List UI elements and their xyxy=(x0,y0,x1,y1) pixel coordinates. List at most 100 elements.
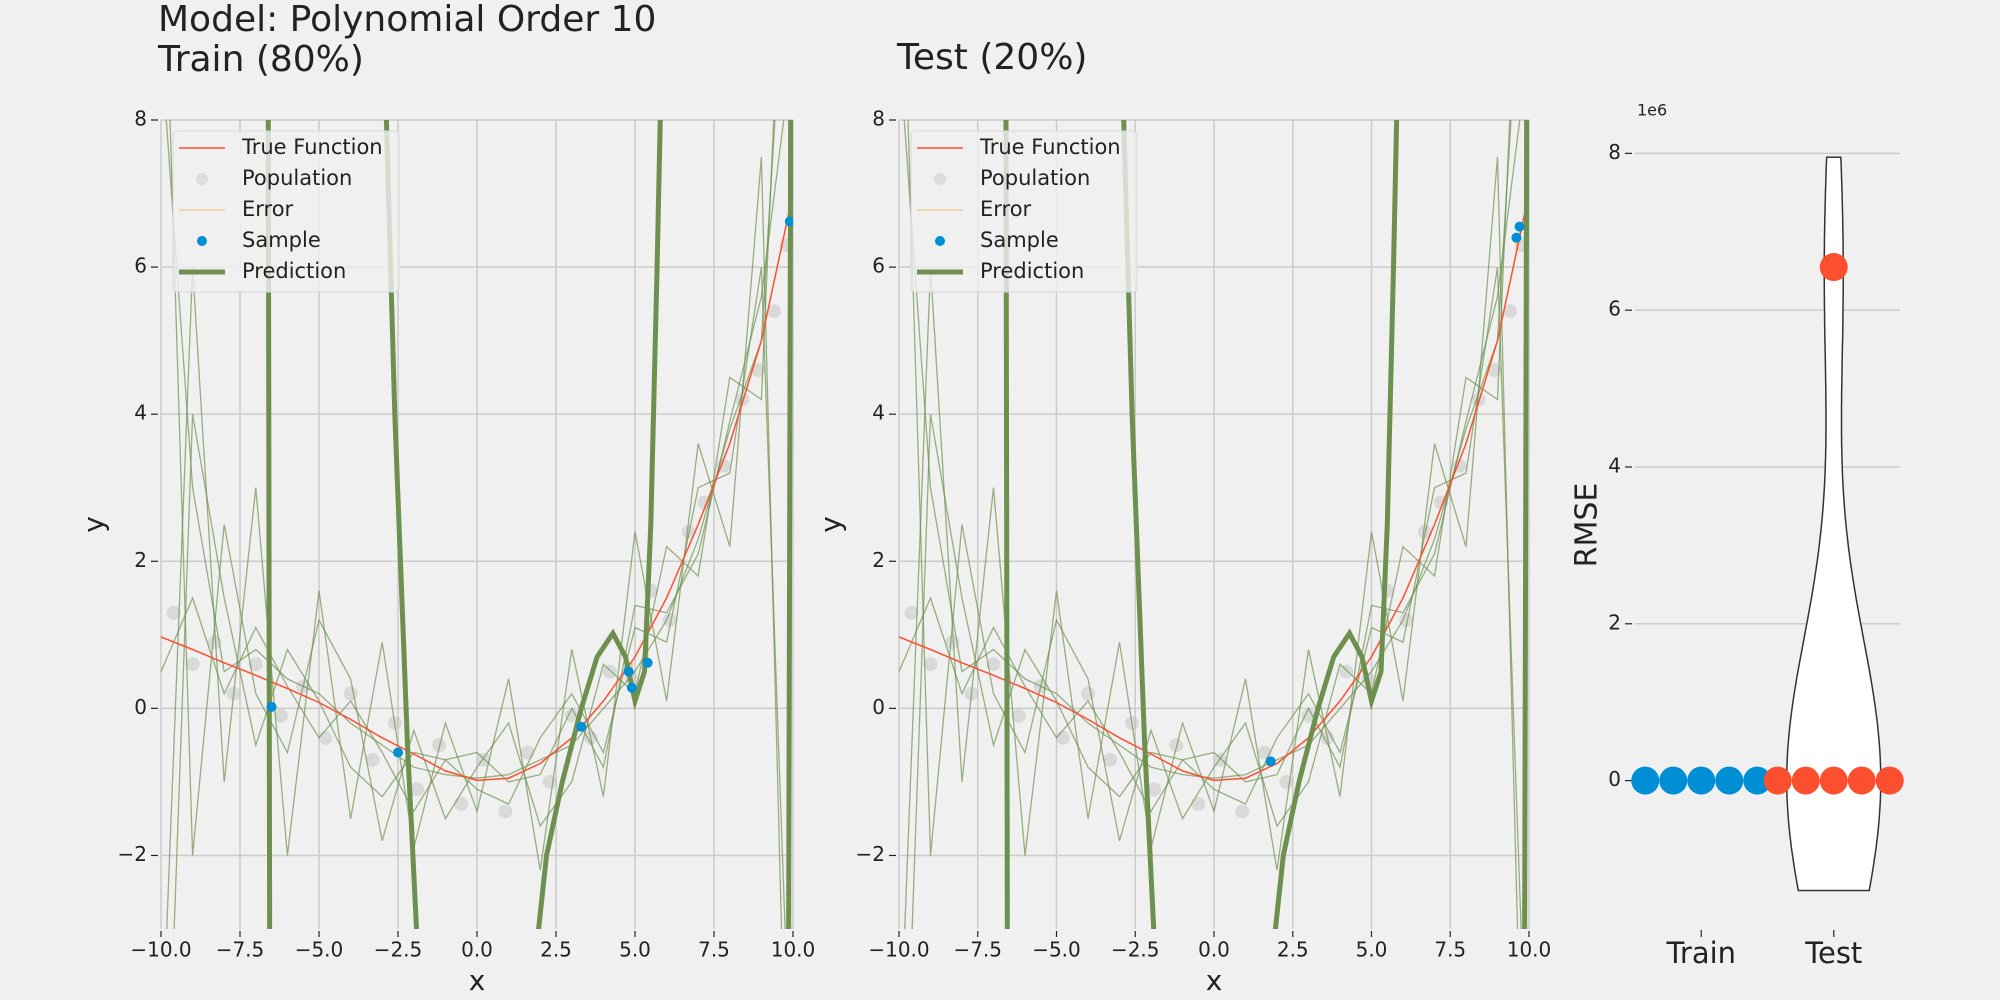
legend-handle xyxy=(197,236,207,246)
y-tick-label: 0 xyxy=(134,695,147,719)
x-tick-label: −7.5 xyxy=(216,938,265,962)
legend-label: Population xyxy=(980,166,1090,190)
legend: True Function Population Error Sample Predic… xyxy=(172,130,400,293)
population-point xyxy=(498,804,513,819)
panel: −10.0 −7.5 −5.0 −2.5 0.0 2.5 5.0 7.5 10.0 −2 0 2 4 6 8… xyxy=(77,107,816,998)
population-point xyxy=(767,304,782,319)
population-point xyxy=(1011,708,1026,723)
legend-handle xyxy=(196,173,208,185)
population-point xyxy=(986,657,1001,672)
population-point xyxy=(1301,708,1316,723)
x-tick-label: −10.0 xyxy=(130,938,191,962)
y-tick-label: 2 xyxy=(872,548,885,572)
legend-label: Prediction xyxy=(980,259,1084,283)
legend-label: Error xyxy=(980,197,1032,221)
population-point xyxy=(1503,304,1518,319)
legend-handle xyxy=(934,173,946,185)
true-function-line xyxy=(899,193,1529,782)
population-point xyxy=(454,796,469,811)
y-tick-label: 4 xyxy=(134,401,147,425)
x-tick-label: Test xyxy=(1804,936,1862,970)
legend-label: Population xyxy=(242,166,352,190)
population-point xyxy=(185,657,200,672)
rmse-point xyxy=(1687,766,1716,795)
panel: 0 2 4 6 8 1e6 RMSE Train Test xyxy=(1570,101,1904,970)
x-tick-label: −7.5 xyxy=(953,938,1002,962)
legend-handle xyxy=(935,236,945,246)
population-point xyxy=(542,774,557,789)
x-tick-label: −5.0 xyxy=(1032,938,1081,962)
population-point xyxy=(904,605,919,620)
fit-line xyxy=(166,156,783,929)
population-point xyxy=(602,664,617,679)
chart-title: Model: Polynomial Order 10 Train (80%) xyxy=(158,0,657,80)
sample-point xyxy=(576,721,587,732)
rmse-point xyxy=(1631,766,1660,795)
y-tick-label: 8 xyxy=(872,107,885,131)
rmse-point xyxy=(1819,253,1848,282)
y-axis-label: y xyxy=(77,516,110,533)
fit-line xyxy=(907,120,1511,856)
legend-box xyxy=(172,130,400,293)
x-tick-label: 7.5 xyxy=(1434,938,1466,962)
offset-label: 1e6 xyxy=(1637,101,1667,120)
y-tick-label: 8 xyxy=(134,107,147,131)
population-point xyxy=(923,657,938,672)
population-point xyxy=(1399,613,1414,628)
population-point xyxy=(564,708,579,723)
x-tick-label: 5.0 xyxy=(619,938,651,962)
sample-point xyxy=(1511,232,1522,243)
population-point xyxy=(432,738,447,753)
rmse-point xyxy=(1659,766,1688,795)
rmse-point xyxy=(1763,766,1792,795)
chart-title: Test (20%) xyxy=(897,37,1088,78)
y-tick-label: 2 xyxy=(134,548,147,572)
legend-label: Prediction xyxy=(242,259,346,283)
rmse-point xyxy=(1791,766,1820,795)
x-tick-label: 10.0 xyxy=(771,938,816,962)
y-axis-label: RMSE xyxy=(1570,483,1605,568)
fit-line xyxy=(904,156,1519,929)
fit-line xyxy=(899,120,1521,813)
x-tick-label: 0.0 xyxy=(1198,938,1230,962)
sample-point xyxy=(642,657,653,668)
population-point xyxy=(274,708,289,723)
legend-label: True Function xyxy=(241,135,383,159)
population-point xyxy=(343,686,358,701)
y-tick-label: 2 xyxy=(1608,610,1621,634)
rmse-point xyxy=(1743,766,1772,795)
y-tick-label: 8 xyxy=(1608,140,1621,164)
fit-line xyxy=(169,120,775,856)
legend-label: Sample xyxy=(980,228,1059,252)
population-point xyxy=(1169,738,1184,753)
rmse-point xyxy=(1875,766,1904,795)
prediction-line xyxy=(1003,120,1529,929)
prediction-line xyxy=(265,120,793,929)
population-point xyxy=(662,613,677,628)
rmse-point xyxy=(1715,766,1744,795)
population-point xyxy=(1279,774,1294,789)
population-point xyxy=(166,605,181,620)
y-tick-label: 0 xyxy=(1608,767,1621,791)
x-tick-label: 2.5 xyxy=(540,938,572,962)
x-tick-label: 5.0 xyxy=(1356,938,1388,962)
sample-point xyxy=(626,682,637,693)
legend-label: True Function xyxy=(979,135,1121,159)
rmse-point xyxy=(1819,766,1848,795)
population-point xyxy=(1103,752,1118,767)
y-tick-label: 4 xyxy=(1608,453,1621,477)
fit-line xyxy=(161,120,785,813)
population-point xyxy=(1081,686,1095,701)
population-point xyxy=(1055,730,1070,745)
population-point xyxy=(318,730,333,745)
y-axis-label: y xyxy=(814,516,847,533)
true-function-line xyxy=(161,193,793,782)
x-tick-label: 7.5 xyxy=(698,938,730,962)
x-tick-label: 0.0 xyxy=(461,938,493,962)
y-tick-label: 0 xyxy=(872,695,885,719)
y-tick-label: 6 xyxy=(872,254,885,278)
y-tick-label: 6 xyxy=(1608,297,1621,321)
population-point xyxy=(1339,664,1354,679)
